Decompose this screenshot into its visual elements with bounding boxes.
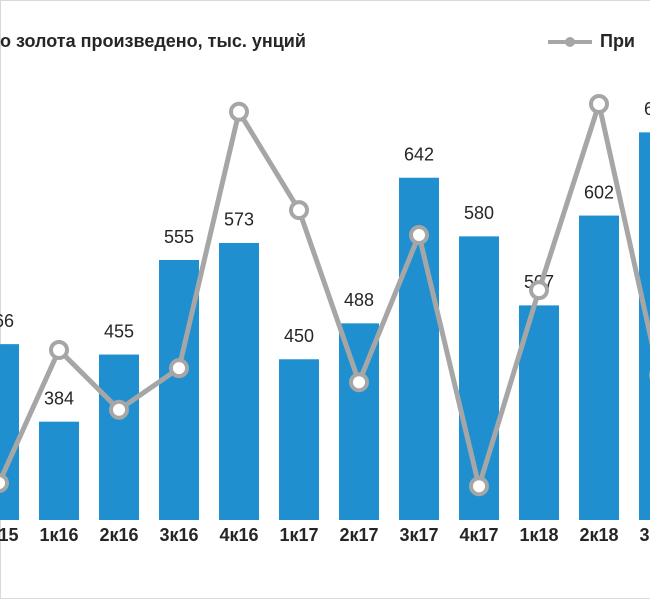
x-tick-label: 4к16 bbox=[219, 525, 258, 545]
value-label: 580 bbox=[464, 203, 494, 223]
bar bbox=[459, 236, 499, 520]
bar bbox=[99, 354, 139, 520]
bar bbox=[579, 215, 619, 520]
value-label: 466 bbox=[0, 311, 14, 331]
value-label: 602 bbox=[584, 182, 614, 202]
line-marker bbox=[589, 94, 609, 114]
bar bbox=[279, 359, 319, 520]
x-tick-label: 4к15 bbox=[0, 525, 19, 545]
x-tick-label: 3к16 bbox=[159, 525, 198, 545]
x-tick-label: 3к17 bbox=[399, 525, 438, 545]
x-tick-label: 3к18 bbox=[639, 525, 650, 545]
legend-label: о золота произведено, тыс. унций bbox=[0, 31, 306, 51]
x-tick-label: 4к17 bbox=[459, 525, 498, 545]
x-tick-label: 1к17 bbox=[279, 525, 318, 545]
line-marker bbox=[169, 358, 189, 379]
line-marker bbox=[529, 280, 549, 301]
x-tick-label: 2к18 bbox=[579, 525, 618, 545]
bar bbox=[39, 421, 79, 520]
value-label: 488 bbox=[344, 290, 374, 310]
legend-label: При bbox=[600, 31, 635, 51]
legend-marker bbox=[565, 37, 575, 47]
bar bbox=[339, 323, 379, 520]
x-tick-label: 1к16 bbox=[39, 525, 78, 545]
value-label: 642 bbox=[404, 144, 434, 164]
bar bbox=[219, 242, 259, 520]
value-label: 573 bbox=[224, 210, 254, 230]
x-tick-label: 1к18 bbox=[519, 525, 558, 545]
line bbox=[0, 94, 650, 496]
line-marker bbox=[469, 476, 489, 497]
value-label: 384 bbox=[44, 388, 74, 408]
x-tick-label: 2к17 bbox=[339, 525, 378, 545]
value-label: 690 bbox=[644, 99, 650, 119]
x-tick-label: 2к16 bbox=[99, 525, 138, 545]
line-marker bbox=[289, 200, 309, 221]
value-label: 455 bbox=[104, 321, 134, 341]
bar bbox=[639, 132, 650, 520]
value-label: 450 bbox=[284, 326, 314, 346]
bar bbox=[0, 344, 19, 520]
line-marker bbox=[49, 339, 69, 360]
line-marker bbox=[229, 101, 249, 122]
line-marker bbox=[349, 372, 369, 393]
line-marker bbox=[0, 473, 9, 494]
line-marker bbox=[109, 399, 129, 420]
line-marker bbox=[409, 225, 429, 246]
value-label: 555 bbox=[164, 227, 194, 247]
